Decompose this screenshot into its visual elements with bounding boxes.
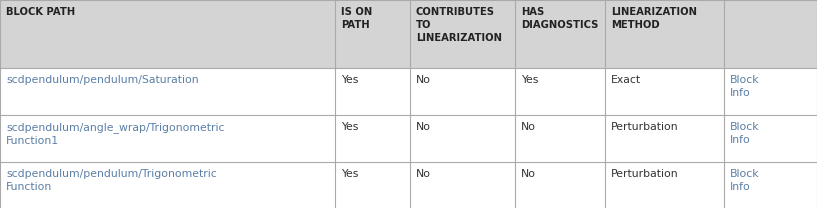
Bar: [0, 68, 817, 115]
Bar: [0, 162, 817, 208]
Text: Yes: Yes: [341, 122, 359, 132]
Text: Block
Info: Block Info: [730, 75, 760, 98]
Text: scdpendulum/angle_wrap/Trigonometric
Function1: scdpendulum/angle_wrap/Trigonometric Fun…: [6, 122, 225, 146]
Text: scdpendulum/pendulum/Saturation: scdpendulum/pendulum/Saturation: [6, 75, 199, 85]
Text: Perturbation: Perturbation: [611, 169, 679, 179]
Text: LINEARIZATION
METHOD: LINEARIZATION METHOD: [611, 7, 697, 30]
Text: No: No: [416, 169, 431, 179]
Bar: [0, 115, 817, 162]
Text: IS ON
PATH: IS ON PATH: [341, 7, 373, 30]
Text: HAS
DIAGNOSTICS: HAS DIAGNOSTICS: [521, 7, 598, 30]
Text: Perturbation: Perturbation: [611, 122, 679, 132]
Text: Block
Info: Block Info: [730, 122, 760, 145]
Text: Block
Info: Block Info: [730, 169, 760, 192]
Text: CONTRIBUTES
TO
LINEARIZATION: CONTRIBUTES TO LINEARIZATION: [416, 7, 502, 43]
Bar: [0, 0, 817, 68]
Text: Yes: Yes: [341, 75, 359, 85]
Text: Yes: Yes: [521, 75, 538, 85]
Text: No: No: [416, 122, 431, 132]
Text: No: No: [416, 75, 431, 85]
Text: BLOCK PATH: BLOCK PATH: [6, 7, 75, 17]
Text: scdpendulum/pendulum/Trigonometric
Function: scdpendulum/pendulum/Trigonometric Funct…: [6, 169, 217, 192]
Text: No: No: [521, 169, 536, 179]
Text: Yes: Yes: [341, 169, 359, 179]
Text: No: No: [521, 122, 536, 132]
Text: Exact: Exact: [611, 75, 641, 85]
